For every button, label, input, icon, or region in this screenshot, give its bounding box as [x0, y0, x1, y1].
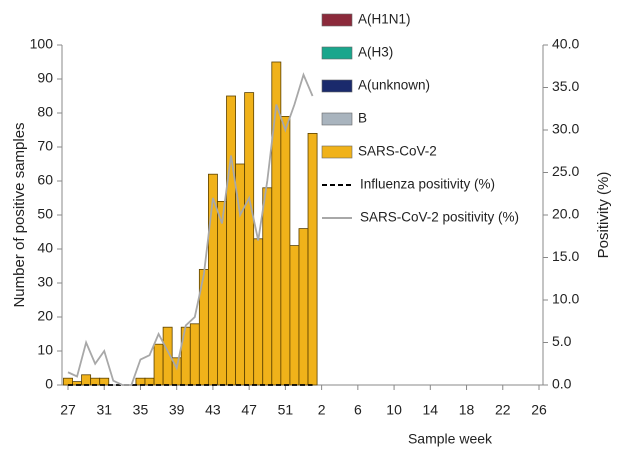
y2-tick-label: 15.0	[552, 248, 579, 264]
bar	[153, 343, 164, 386]
y-tick-label: 30	[37, 274, 53, 290]
legend-swatch	[321, 145, 353, 159]
y2-tick-label: 5.0	[552, 333, 572, 349]
bar	[135, 377, 146, 386]
bar	[144, 377, 155, 386]
y2-tick-label: 20.0	[552, 206, 579, 222]
y-tick-label: 0	[45, 376, 53, 392]
legend-label: SARS-CoV-2 positivity (%)	[360, 210, 519, 225]
y2-tick-label: 35.0	[552, 78, 579, 94]
y2-axis-label: Positivity (%)	[595, 172, 612, 259]
y2-tick-label: 0.0	[552, 376, 572, 392]
y-tick-label: 10	[37, 342, 53, 358]
y-tick-label: 70	[37, 138, 53, 154]
bar	[262, 187, 273, 386]
line	[67, 72, 314, 386]
bar	[289, 245, 300, 386]
y-tick-label: 80	[37, 104, 53, 120]
bar	[244, 92, 255, 386]
y-tick-label: 40	[37, 240, 53, 256]
bar	[99, 377, 110, 386]
x-tick-label: 26	[531, 402, 547, 418]
x-tick-label: 51	[278, 402, 294, 418]
bar	[307, 132, 318, 386]
y-tick-label: 50	[37, 206, 53, 222]
y-axis-label: Number of positive samples	[11, 122, 28, 307]
y-tick-label: 60	[37, 172, 53, 188]
bar	[226, 95, 236, 386]
legend-label: B	[358, 111, 367, 126]
legend-label: Influenza positivity (%)	[360, 177, 495, 192]
x-tick-label: 18	[459, 402, 475, 418]
x-axis-label: Sample week	[408, 431, 493, 447]
legend-swatch	[321, 79, 353, 93]
bar	[90, 377, 101, 386]
x-tick-label: 35	[133, 402, 149, 418]
x-tick-label: 31	[96, 402, 112, 418]
legend-label: A(H3)	[358, 45, 393, 60]
x-tick-label: 27	[60, 402, 76, 418]
x-tick-label: 2	[318, 402, 326, 418]
bar	[253, 238, 264, 386]
bar	[180, 326, 191, 386]
x-tick-label: 43	[205, 402, 221, 418]
legend-swatch	[321, 13, 353, 27]
y2-tick-label: 40.0	[552, 36, 579, 52]
y-tick-label: 100	[30, 36, 54, 52]
x-tick-label: 39	[169, 402, 185, 418]
x-tick-label: 10	[386, 402, 402, 418]
bar	[189, 323, 200, 386]
legend-label: A(unknown)	[358, 78, 430, 93]
x-tick-label: 47	[241, 402, 257, 418]
y2-tick-label: 30.0	[552, 121, 579, 137]
legend-label: A(H1N1)	[358, 12, 411, 27]
bar	[280, 116, 291, 386]
x-tick-label: 22	[495, 402, 511, 418]
bar	[81, 374, 92, 386]
legend-swatch	[321, 112, 353, 126]
x-tick-label: 6	[354, 402, 362, 418]
bar	[63, 377, 73, 386]
bar	[298, 228, 309, 386]
y-tick-label: 90	[37, 70, 53, 86]
y2-tick-label: 25.0	[552, 163, 579, 179]
y2-tick-label: 10.0	[552, 291, 579, 307]
x-tick-label: 14	[423, 402, 439, 418]
bar	[217, 200, 227, 386]
legend-label: SARS-CoV-2	[358, 144, 437, 159]
legend-swatch	[321, 46, 353, 60]
y-tick-label: 20	[37, 308, 53, 324]
